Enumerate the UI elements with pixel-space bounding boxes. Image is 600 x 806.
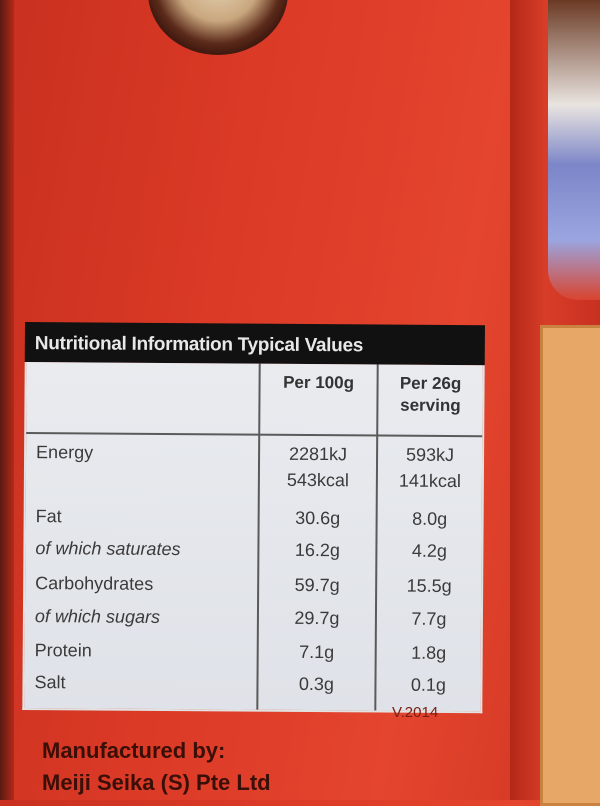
table-row: Protein 7.1g 1.8g bbox=[25, 640, 481, 673]
version-code: V.2014 bbox=[392, 704, 439, 721]
table-row: Carbohydrates 59.7g 15.5g bbox=[25, 573, 481, 606]
manufacturer-info: Manufactured by: Meiji Seika (S) Pte Ltd bbox=[42, 735, 271, 799]
value-per-100g: 29.7g bbox=[294, 607, 340, 629]
nutrient-name: Carbohydrates bbox=[35, 573, 154, 594]
nutrient-name: Fat bbox=[35, 506, 62, 527]
table-row: of which saturates 16.2g 4.2g bbox=[25, 538, 481, 571]
manufacturer-heading: Manufactured by: bbox=[42, 738, 226, 763]
column-header-per-100g: Per 100g bbox=[283, 372, 355, 393]
value-per-100g: 16.2g bbox=[294, 539, 340, 561]
value-per-100g: 30.6g bbox=[295, 507, 341, 529]
nutrient-name: of which sugars bbox=[34, 606, 161, 627]
header-divider bbox=[26, 432, 483, 438]
nutrient-name: Protein bbox=[34, 640, 92, 661]
table-row: of which sugars 29.7g 7.7g bbox=[25, 606, 481, 639]
package-edge bbox=[0, 0, 14, 800]
nutrition-title: Nutritional Information Typical Values bbox=[24, 322, 485, 366]
nutrition-table: Per 100g Per 26g serving Energy 2281kJ 5… bbox=[22, 361, 485, 714]
nutrient-name: Salt bbox=[34, 672, 66, 693]
product-image-circle bbox=[148, 0, 288, 55]
value-per-serving: 15.5g bbox=[406, 575, 452, 596]
nutrition-label: Nutritional Information Typical Values P… bbox=[22, 322, 485, 714]
table-row: Salt 0.3g 0.1g bbox=[24, 672, 480, 705]
value-per-serving: 8.0g bbox=[412, 508, 448, 529]
value-per-100g: 59.7g bbox=[294, 574, 340, 596]
value-per-serving: 1.8g bbox=[411, 642, 447, 663]
value-per-serving: 7.7g bbox=[411, 608, 447, 629]
ingredients-panel bbox=[540, 325, 600, 806]
value-per-serving: 141kcal bbox=[398, 470, 461, 492]
value-per-serving: 4.2g bbox=[411, 540, 447, 561]
value-per-serving: 593kJ bbox=[405, 444, 455, 465]
manufacturer-name: Meiji Seika (S) Pte Ltd bbox=[42, 770, 271, 795]
nutrient-name: Energy bbox=[36, 442, 94, 463]
value-per-100g: 543kcal bbox=[286, 469, 349, 491]
package-artwork bbox=[548, 0, 600, 300]
table-row: 543kcal 141kcal bbox=[26, 468, 482, 501]
value-per-100g: 2281kJ bbox=[288, 443, 348, 465]
value-per-serving: 0.1g bbox=[410, 674, 447, 695]
value-per-100g: 7.1g bbox=[299, 641, 335, 663]
nutrient-name: of which saturates bbox=[35, 538, 181, 560]
value-per-100g: 0.3g bbox=[298, 673, 335, 695]
column-header-per-serving: Per 26g serving bbox=[399, 373, 462, 416]
table-row: Fat 30.6g 8.0g bbox=[26, 506, 482, 539]
